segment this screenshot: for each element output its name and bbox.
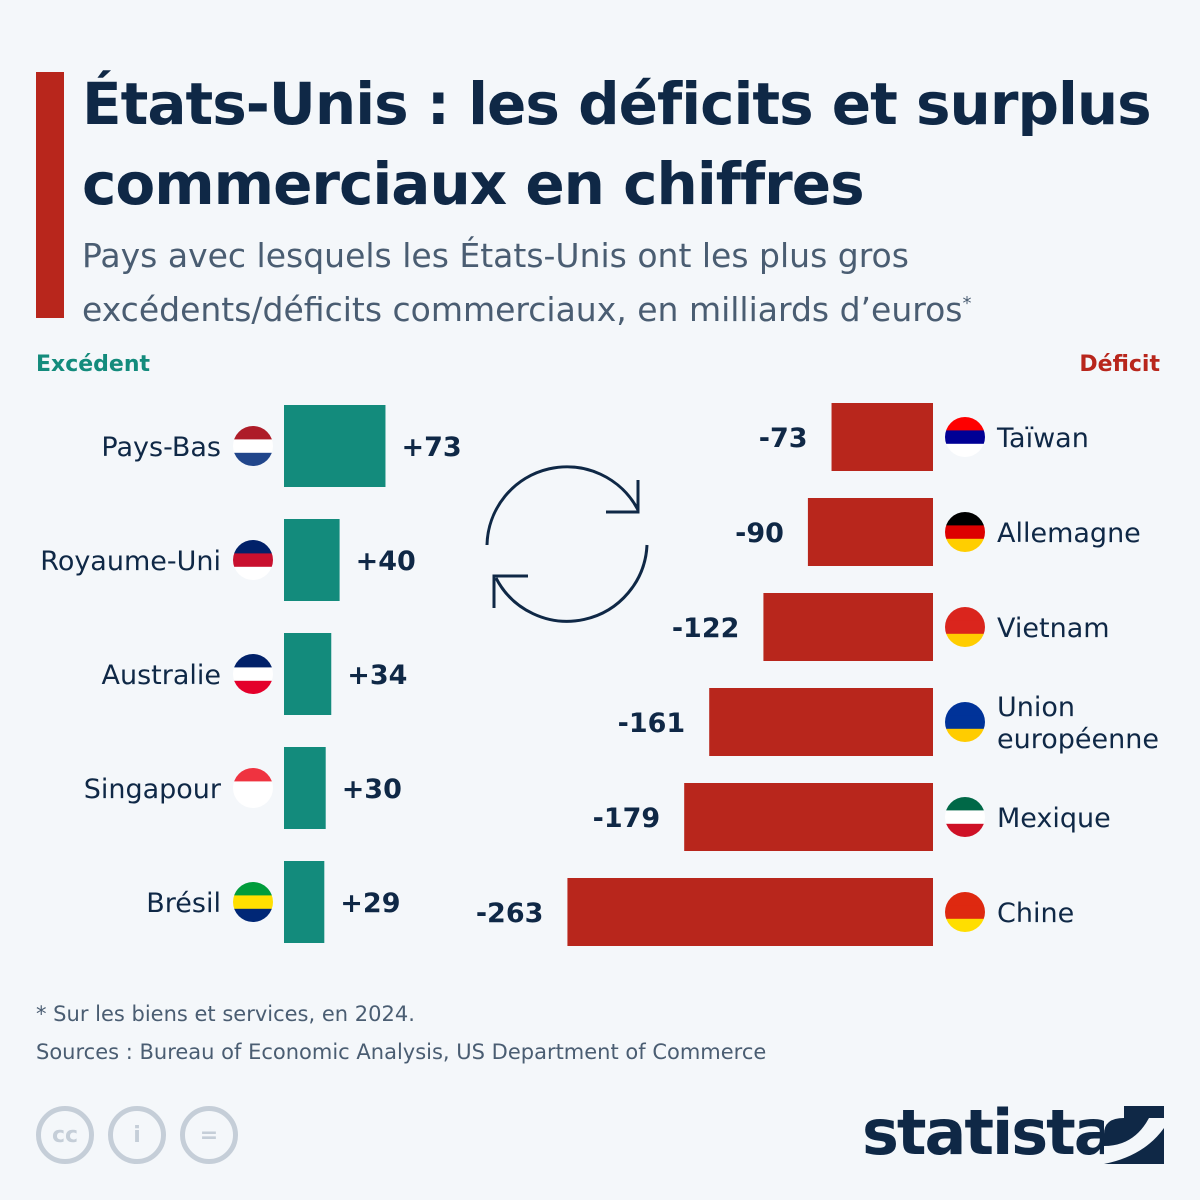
flag-icon [945, 512, 985, 552]
value-label: -263 [476, 898, 544, 929]
chart: +73 Pays-Bas +40 Royaume-Uni +34 Australie +30… [40, 403, 1159, 946]
bar-deficit [684, 783, 933, 851]
value-label: -73 [759, 423, 808, 454]
category-label: Brésil [146, 888, 221, 919]
value-label: +73 [401, 432, 461, 463]
accent-bar [36, 72, 64, 318]
flag-icon [945, 607, 985, 647]
flag-icon [233, 768, 273, 808]
sources: Sources : Bureau of Economic Analysis, U… [36, 1040, 767, 1064]
subtitle-text: Pays avec lesquels les États-Unis ont le… [82, 236, 963, 329]
bar-deficit [807, 498, 933, 566]
attribution-icon[interactable]: i [108, 1106, 166, 1164]
statista-logo[interactable]: statista [862, 1096, 1116, 1169]
flag-icon [945, 892, 985, 932]
category-label: Singapour [84, 774, 222, 805]
cycle-icon [485, 465, 649, 623]
category-label: Pays-Bas [101, 432, 221, 463]
value-label: +40 [356, 546, 416, 577]
flag-icon [233, 882, 273, 922]
subtitle: Pays avec lesquels les États-Unis ont le… [82, 232, 1182, 334]
category-label: européenne [997, 724, 1159, 755]
legend-surplus: Excédent [36, 352, 151, 377]
bar-surplus [284, 405, 386, 487]
category-label: Taïwan [996, 423, 1089, 454]
category-label: Union [997, 692, 1075, 723]
value-label: -122 [672, 613, 740, 644]
flag-icon [945, 797, 985, 837]
value-label: +29 [340, 888, 400, 919]
value-label: -161 [618, 708, 686, 739]
bar-surplus [284, 633, 332, 715]
flag-icon [233, 540, 273, 580]
value-label: -90 [735, 518, 784, 549]
category-label: Chine [997, 898, 1074, 929]
bar-surplus [284, 747, 326, 829]
footnote: * Sur les biens et services, en 2024. [36, 1002, 415, 1026]
legend-deficit: Déficit [1079, 352, 1160, 377]
flag-icon [945, 417, 985, 457]
value-label: -179 [593, 803, 661, 834]
statista-logo-mark [1104, 1106, 1164, 1164]
bar-deficit [763, 593, 933, 661]
flag-icon [945, 702, 985, 742]
bar-deficit [709, 688, 933, 756]
category-label: Mexique [997, 803, 1111, 834]
value-label: +34 [347, 660, 407, 691]
bar-deficit [567, 878, 933, 946]
flag-icon [233, 426, 273, 466]
category-label: Allemagne [997, 518, 1141, 549]
bar-surplus [284, 519, 340, 601]
footnote-mark: * [962, 293, 972, 314]
category-label: Vietnam [997, 613, 1110, 644]
no-derivatives-icon[interactable]: = [180, 1106, 238, 1164]
cc-icon[interactable]: cc [36, 1106, 94, 1164]
page-title: États-Unis : les déficits et surplus com… [82, 70, 1152, 218]
value-label: +30 [342, 774, 402, 805]
flag-icon [233, 654, 273, 694]
category-label: Australie [102, 660, 222, 691]
bar-surplus [284, 861, 325, 943]
bar-deficit [831, 403, 933, 471]
category-label: Royaume-Uni [40, 546, 221, 577]
